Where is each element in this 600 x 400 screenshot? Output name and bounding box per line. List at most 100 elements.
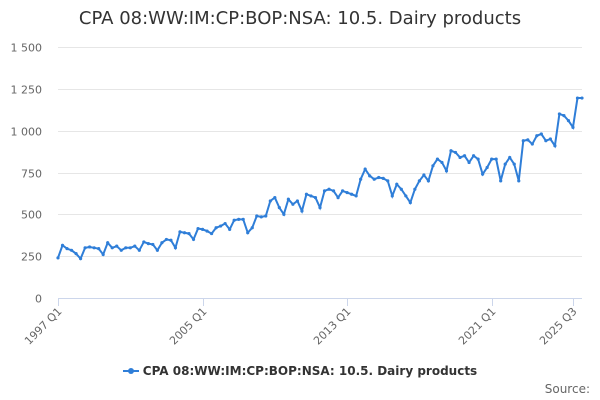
data-point[interactable] <box>440 160 444 165</box>
data-point[interactable] <box>169 238 173 242</box>
data-point[interactable] <box>453 150 458 155</box>
data-point[interactable] <box>259 215 263 219</box>
data-point[interactable] <box>223 221 227 226</box>
data-point[interactable] <box>110 246 114 250</box>
data-point[interactable] <box>535 134 539 138</box>
data-point[interactable] <box>255 214 259 218</box>
data-point[interactable] <box>88 245 92 249</box>
data-point[interactable] <box>178 230 182 234</box>
data-point[interactable] <box>395 182 399 186</box>
data-point[interactable] <box>313 196 318 200</box>
data-point[interactable] <box>241 217 245 221</box>
data-point[interactable] <box>476 157 480 161</box>
data-point[interactable] <box>264 214 268 218</box>
data-point[interactable] <box>553 144 557 148</box>
data-point[interactable] <box>350 192 354 196</box>
data-point[interactable] <box>137 248 141 252</box>
data-point[interactable] <box>191 237 196 242</box>
data-point[interactable] <box>345 190 349 195</box>
data-point[interactable] <box>304 192 309 196</box>
data-point[interactable] <box>142 240 146 244</box>
data-point[interactable] <box>200 227 205 231</box>
data-point[interactable] <box>435 157 440 161</box>
data-point[interactable] <box>458 155 462 160</box>
data-point[interactable] <box>508 155 512 160</box>
data-point[interactable] <box>115 244 119 248</box>
data-point[interactable] <box>237 217 241 221</box>
data-point[interactable] <box>336 196 340 200</box>
data-point[interactable] <box>539 132 543 136</box>
data-point[interactable] <box>309 194 313 198</box>
data-point[interactable] <box>209 231 214 236</box>
data-point[interactable] <box>359 177 363 181</box>
data-point[interactable] <box>318 206 322 210</box>
data-point[interactable] <box>92 246 96 250</box>
data-point[interactable] <box>74 252 78 256</box>
data-point[interactable] <box>101 252 105 257</box>
data-point[interactable] <box>97 247 101 251</box>
data-point[interactable] <box>282 212 286 216</box>
data-point[interactable] <box>566 119 571 123</box>
data-point[interactable] <box>368 174 372 178</box>
data-point[interactable] <box>548 137 552 141</box>
data-point[interactable] <box>386 179 390 183</box>
data-point[interactable] <box>390 194 394 198</box>
data-point[interactable] <box>155 248 159 252</box>
data-point[interactable] <box>83 246 87 250</box>
data-point[interactable] <box>56 256 60 260</box>
data-point[interactable] <box>372 177 376 181</box>
data-point[interactable] <box>422 173 426 177</box>
data-point[interactable] <box>60 243 65 247</box>
data-point[interactable] <box>151 242 155 247</box>
data-point[interactable] <box>517 179 521 183</box>
data-point[interactable] <box>530 142 534 146</box>
data-point[interactable] <box>413 187 417 191</box>
data-point[interactable] <box>417 179 421 183</box>
data-point[interactable] <box>119 248 123 252</box>
data-point[interactable] <box>69 248 74 252</box>
data-point[interactable] <box>471 154 476 158</box>
series-line[interactable] <box>57 97 582 261</box>
data-point[interactable] <box>331 189 336 193</box>
data-point[interactable] <box>268 199 272 203</box>
data-point[interactable] <box>467 160 471 165</box>
data-point[interactable] <box>291 202 295 206</box>
data-point[interactable] <box>250 226 254 230</box>
credits-link[interactable]: Source: <box>544 382 590 396</box>
data-point[interactable] <box>146 242 150 246</box>
data-point[interactable] <box>408 201 412 205</box>
data-point[interactable] <box>133 244 137 248</box>
data-point[interactable] <box>340 189 345 193</box>
data-point[interactable] <box>449 149 453 153</box>
data-point[interactable] <box>377 175 381 180</box>
data-point[interactable] <box>363 167 367 171</box>
data-point[interactable] <box>295 199 300 203</box>
data-point[interactable] <box>219 224 223 228</box>
data-point[interactable] <box>381 176 385 180</box>
data-point[interactable] <box>575 96 580 100</box>
data-point[interactable] <box>499 179 503 183</box>
data-point[interactable] <box>182 231 187 235</box>
series-layer[interactable] <box>56 96 584 261</box>
data-point[interactable] <box>521 139 525 143</box>
data-point[interactable] <box>322 189 327 193</box>
data-point[interactable] <box>557 112 562 116</box>
data-point[interactable] <box>187 231 191 236</box>
data-point[interactable] <box>214 226 218 230</box>
data-point[interactable] <box>404 194 408 198</box>
data-point[interactable] <box>65 247 69 251</box>
data-point[interactable] <box>354 194 358 198</box>
data-point[interactable] <box>490 157 494 161</box>
data-point[interactable] <box>300 209 304 213</box>
data-point[interactable] <box>526 138 530 142</box>
data-point[interactable] <box>196 226 200 231</box>
data-point[interactable] <box>426 179 431 183</box>
data-point[interactable] <box>228 227 232 231</box>
data-point[interactable] <box>160 241 164 245</box>
data-point[interactable] <box>173 246 178 250</box>
data-point[interactable] <box>128 246 132 250</box>
data-point[interactable] <box>124 246 128 250</box>
legend-item[interactable]: CPA 08:WW:IM:CP:BOP:NSA: 10.5. Dairy pro… <box>122 364 477 378</box>
data-point[interactable] <box>494 157 498 161</box>
data-point[interactable] <box>164 237 169 242</box>
